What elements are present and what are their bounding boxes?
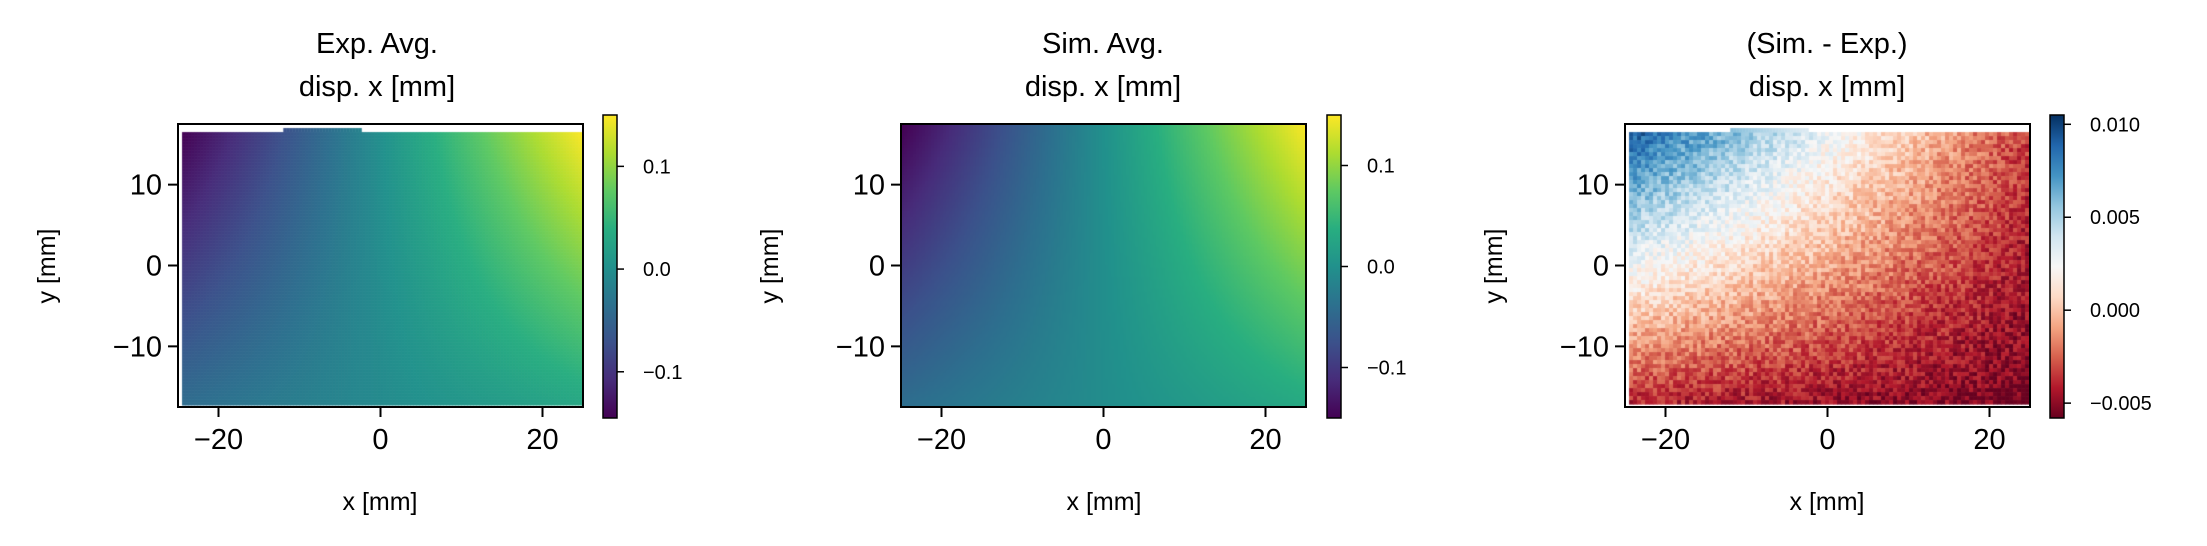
colorbar-ticks: −0.1 0.0 0.1 xyxy=(617,156,682,384)
x-tick-label: 20 xyxy=(1973,424,2005,456)
colorbar-tick-label: 0.0 xyxy=(1367,257,1395,279)
colorbar-tick-label: −0.005 xyxy=(2090,393,2152,415)
colorbar-tick-label: 0.1 xyxy=(1367,156,1395,178)
x-tick-label: −20 xyxy=(1641,424,1690,456)
chart-title-line-2: disp. x [mm] xyxy=(1025,71,1181,103)
heatmap-canvas xyxy=(178,124,583,407)
y-tick-label: −10 xyxy=(113,331,162,363)
x-tick-label: −20 xyxy=(917,424,966,456)
colorbar-ticks: −0.005 0.000 0.005 0.010 xyxy=(2064,114,2152,415)
panel-sim-minus-exp: (Sim. - Exp.) disp. x [mm] −20 0 20 −10 0 10… xyxy=(1480,28,2152,516)
y-tick-label: 0 xyxy=(146,251,162,283)
colorbar xyxy=(2049,114,2065,419)
y-tick-label: 10 xyxy=(130,170,162,202)
chart-title-line-1: Sim. Avg. xyxy=(1042,28,1164,60)
y-tick-label: −10 xyxy=(1560,331,1609,363)
colorbar-tick-label: 0.010 xyxy=(2090,114,2140,136)
heatmap-canvas-holder xyxy=(178,124,583,407)
colorbar-tick-label: 0.1 xyxy=(643,156,671,178)
y-axis-label: y [mm] xyxy=(756,229,784,304)
y-tick-label: 10 xyxy=(1577,170,1609,202)
y-tick-label: 10 xyxy=(853,170,885,202)
x-axis-label: x [mm] xyxy=(343,488,418,516)
colorbar-ticks: −0.1 0.0 0.1 xyxy=(1341,156,1406,380)
chart-title-line-1: (Sim. - Exp.) xyxy=(1746,28,1907,60)
colorbar-tick-label: 0.005 xyxy=(2090,207,2140,229)
colorbar-tick-label: −0.1 xyxy=(643,362,682,384)
heatmap-canvas-holder xyxy=(1625,124,2030,407)
panel-sim-avg: Sim. Avg. disp. x [mm] −20 0 20 −10 0 10 x [… xyxy=(756,28,1406,516)
x-tick-label: 0 xyxy=(1819,424,1835,456)
y-tick-label: −10 xyxy=(836,331,885,363)
heatmap-canvas-holder xyxy=(901,124,1306,407)
y-tick-label: 0 xyxy=(1593,251,1609,283)
y-ticks: −10 0 10 xyxy=(1560,170,1625,363)
chart-title-line-2: disp. x [mm] xyxy=(299,71,455,103)
x-axis-label: x [mm] xyxy=(1067,488,1142,516)
colorbar-tick-label: −0.1 xyxy=(1367,358,1406,380)
x-ticks: −20 0 20 xyxy=(917,407,1282,456)
y-ticks: −10 0 10 xyxy=(836,170,901,363)
heatmap-canvas xyxy=(901,124,1306,407)
x-axis-label: x [mm] xyxy=(1790,488,1865,516)
heatmap-canvas xyxy=(1625,124,2030,407)
x-tick-label: 20 xyxy=(1249,424,1281,456)
y-tick-label: 0 xyxy=(869,251,885,283)
x-tick-label: −20 xyxy=(194,424,243,456)
y-axis-label: y [mm] xyxy=(33,229,61,304)
y-ticks: −10 0 10 xyxy=(113,170,178,363)
chart-title-line-1: Exp. Avg. xyxy=(316,28,438,60)
colorbar-tick-label: 0.0 xyxy=(643,259,671,281)
x-ticks: −20 0 20 xyxy=(1641,407,2006,456)
panel-exp-avg: Exp. Avg. disp. x [mm] −20 0 20 −10 0 10 x [… xyxy=(33,28,682,516)
chart-title-line-2: disp. x [mm] xyxy=(1749,71,1905,103)
x-tick-label: 20 xyxy=(526,424,558,456)
colorbar xyxy=(1326,114,1342,419)
colorbar xyxy=(602,114,618,419)
x-ticks: −20 0 20 xyxy=(194,407,559,456)
x-tick-label: 0 xyxy=(1095,424,1111,456)
x-tick-label: 0 xyxy=(372,424,388,456)
colorbar-tick-label: 0.000 xyxy=(2090,300,2140,322)
y-axis-label: y [mm] xyxy=(1480,229,1508,304)
